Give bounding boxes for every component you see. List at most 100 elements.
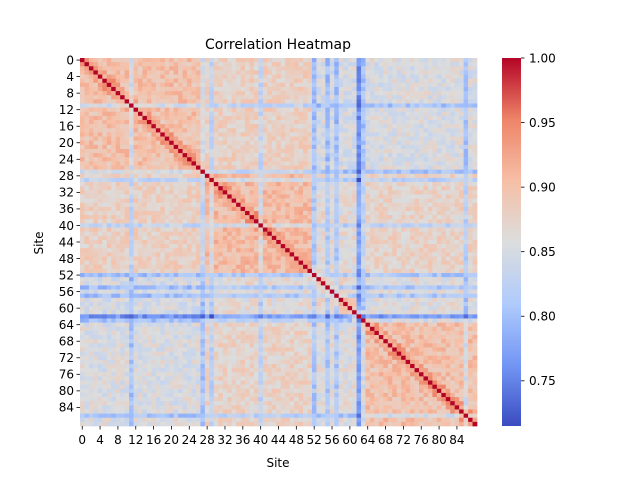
heatmap-cell [392, 140, 398, 146]
heatmap-cell [137, 177, 143, 183]
heatmap-cell [200, 82, 206, 88]
heatmap-cell [396, 140, 402, 146]
heatmap-cell [383, 235, 389, 241]
heatmap-cell [115, 248, 121, 253]
heatmap-cell [450, 82, 456, 88]
heatmap-cell [298, 148, 304, 154]
heatmap-cell [427, 190, 433, 195]
heatmap-cell [450, 177, 456, 183]
heatmap-cell [276, 198, 282, 204]
heatmap-cell [222, 103, 228, 108]
heatmap-cell [160, 103, 166, 108]
heatmap-cell [151, 219, 157, 224]
heatmap-cell [450, 66, 456, 71]
heatmap-cell [383, 182, 389, 187]
heatmap-cell [468, 91, 473, 96]
heatmap-cell [218, 206, 224, 212]
heatmap-cell [383, 78, 389, 84]
heatmap-cell [441, 260, 447, 266]
heatmap-cell [271, 177, 277, 183]
heatmap-cell [245, 206, 250, 212]
heatmap-cell [459, 115, 464, 121]
heatmap-cell [338, 281, 344, 286]
heatmap-cell [361, 235, 366, 241]
heatmap-cell [387, 281, 393, 286]
heatmap-cell [374, 202, 380, 208]
heatmap-cell [401, 132, 406, 137]
heatmap-cell [213, 206, 219, 212]
heatmap-cell [459, 70, 464, 75]
heatmap-cell [320, 190, 326, 195]
heatmap-cell [231, 95, 237, 100]
heatmap-cell [137, 198, 143, 204]
heatmap-cell [115, 140, 121, 146]
heatmap-cell [227, 99, 233, 104]
heatmap-cell [329, 264, 335, 270]
heatmap-cell [454, 223, 460, 228]
heatmap-cell [155, 111, 161, 117]
heatmap-cell [231, 99, 237, 104]
heatmap-cell [213, 132, 219, 137]
heatmap-cell [459, 252, 464, 257]
heatmap-cell [169, 231, 175, 237]
heatmap-cell [137, 264, 143, 270]
heatmap-cell [338, 219, 344, 224]
heatmap-cell [97, 239, 103, 245]
heatmap-cell [401, 99, 406, 104]
heatmap-cell [325, 190, 331, 195]
heatmap-cell [222, 70, 228, 75]
heatmap-cell [347, 264, 353, 270]
heatmap-cell [249, 248, 255, 253]
heatmap-cell [151, 177, 157, 183]
heatmap-cell [245, 136, 250, 142]
heatmap-cell [200, 277, 206, 282]
heatmap-cell [468, 58, 473, 63]
heatmap-cell [155, 128, 161, 133]
heatmap-cell [93, 153, 99, 158]
heatmap-cell [334, 177, 340, 183]
heatmap-cell [182, 157, 188, 162]
heatmap-cell [204, 136, 210, 142]
heatmap-cell [365, 285, 371, 290]
heatmap-cell [289, 219, 295, 224]
heatmap-cell [311, 82, 317, 88]
heatmap-cell [405, 107, 411, 113]
heatmap-cell [298, 219, 304, 224]
heatmap-cell [209, 91, 215, 96]
heatmap-cell [111, 91, 117, 96]
heatmap-cell [423, 82, 429, 88]
heatmap-cell [369, 285, 375, 290]
heatmap-cell [253, 215, 259, 220]
heatmap-cell [423, 161, 429, 166]
heatmap-cell [468, 277, 473, 282]
heatmap-cell [173, 210, 179, 216]
heatmap-cell [213, 74, 219, 80]
heatmap-cell [169, 99, 175, 104]
heatmap-cell [427, 62, 433, 67]
heatmap-cell [271, 82, 277, 88]
heatmap-cell [142, 206, 148, 212]
heatmap-cell [191, 248, 197, 253]
heatmap-cell [459, 107, 464, 113]
heatmap-cell [445, 128, 451, 133]
heatmap-cell [410, 248, 415, 253]
heatmap-cell [361, 260, 366, 266]
heatmap-cell [84, 210, 90, 216]
heatmap-cell [178, 182, 183, 187]
heatmap-cell [343, 260, 348, 266]
heatmap-cell [204, 74, 210, 80]
heatmap-cell [115, 78, 121, 84]
heatmap-cell [253, 99, 259, 104]
heatmap-cell [334, 215, 340, 220]
heatmap-cell [356, 177, 362, 183]
heatmap-cell [111, 248, 117, 253]
heatmap-cell [93, 91, 99, 96]
heatmap-cell [120, 120, 125, 125]
heatmap-cell [160, 78, 166, 84]
heatmap-cell [436, 202, 442, 208]
heatmap-cell [320, 231, 326, 237]
heatmap-cell [320, 215, 326, 220]
heatmap-cell [303, 273, 308, 278]
heatmap-cell [352, 264, 357, 270]
heatmap-cell [160, 132, 166, 137]
